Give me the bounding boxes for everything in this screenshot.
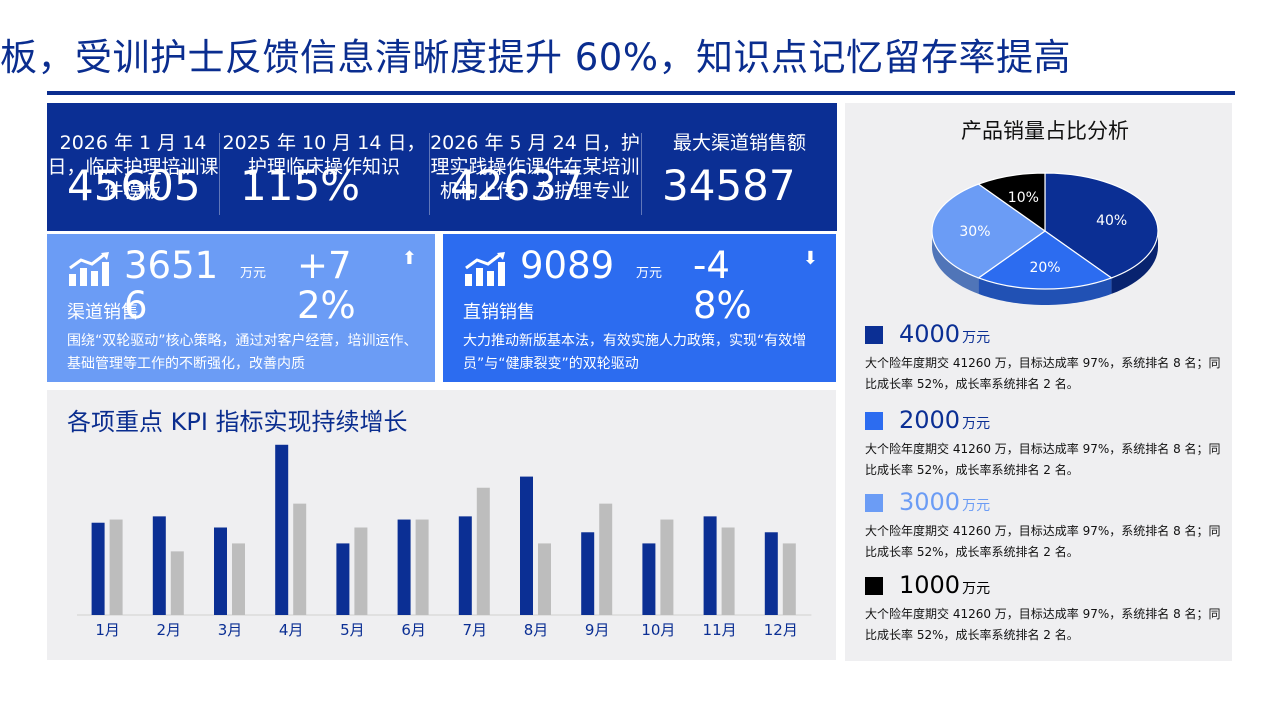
legend-value: 2000 万元 [899,406,991,434]
channel-sales-card: 36516 万元 +72% ⬆ 渠道销售 围绕“双轮驱动”核心策略，通过对客户经… [47,234,435,382]
legend-swatch [865,326,883,344]
channel-sales-label: 渠道销售 [67,302,139,323]
direct-sales-change: -48% [693,244,752,327]
channel-sales-unit: 万元 [240,266,267,281]
growth-chart-icon [69,252,109,286]
pie-slice-side [978,277,1112,305]
metric-divider [219,133,220,215]
bar-secondary [721,527,735,615]
direct-sales-unit: 万元 [636,266,663,281]
bar-primary [336,543,350,615]
growth-chart-icon [465,252,505,286]
pie-slice [1044,172,1159,279]
kpi-bar-panel: 1月 2月 3月 4月 5月 6月 7月 8月 9月 10月 11月 12月 各项重点 KPI 指标实… [47,390,836,660]
bar-secondary [782,543,796,615]
direct-sales-desc: 大力推动新版基本法，有效实施人力政策，实现“有效增员”与“健康裂变”的双轮驱动 [463,333,807,372]
legend-swatch [865,577,883,595]
metric-2-label: 2025 年 10 月 14 日，护理临床操作知识 [222,132,426,178]
bar-primary [520,476,533,615]
bar-chart-title: 各项重点 KPI 指标实现持续增长 [67,408,408,436]
x-tick-label: 8月 [524,621,549,639]
metric-1-value: 45605 [67,161,201,210]
top-metrics-band: 2026 年 1 月 14 日，临床护理培训课件模板 45605 2025 年 … [47,103,837,231]
bar-secondary [232,543,245,615]
bar-primary [764,532,778,615]
bar-secondary [293,503,307,615]
x-tick-label: 6月 [401,621,426,639]
channel-sales-value: 36516 [124,244,219,327]
bar-primary [458,516,472,615]
x-tick-label: 7月 [463,621,488,639]
bar-primary [703,516,717,615]
metric-4: 最大渠道销售额 34587 [642,103,837,231]
metric-1-label: 2026 年 1 月 14 日，临床护理培训课件模板 [47,132,219,202]
arrow-up-icon: ⬆ [401,248,417,269]
metric-2-value: 115% [240,161,361,210]
channel-sales-desc: 围绕“双轮驱动”核心策略，通过对客户经营，培训运作、基础管理等工作的不断强化，改… [67,333,418,372]
bar-secondary [170,551,184,615]
pie-slice-label: 10% [1008,190,1039,206]
pie-slice-label: 30% [959,224,990,240]
x-tick-label: 3月 [218,621,243,639]
bar-primary [275,444,289,615]
pie-chart-title: 产品销量占比分析 [961,119,1129,143]
metric-1: 2026 年 1 月 14 日，临床护理培训课件模板 45605 [47,103,219,231]
bar-secondary [660,519,674,615]
product-share-panel: 40% 20% 30% 10% 产品销量占比分析 4000 万元 大个险年度期交 412… [845,103,1232,661]
x-tick-label: 1月 [95,621,120,639]
metric-divider [641,133,642,215]
product-share-pie-chart: 40% 20% 30% 10% [931,172,1159,305]
legend-desc: 大个险年度期交 41260 万，目标达成率 97%，系统排名 8 名；同比成长率… [865,356,1221,391]
direct-sales-label: 直销销售 [463,302,535,323]
bar-primary [152,516,166,615]
bar-primary [581,532,595,615]
legend-swatch [865,494,883,512]
bar-secondary [109,519,123,615]
x-tick-label: 12月 [764,621,798,639]
bar-primary [642,543,656,615]
title-divider [47,91,1235,95]
legend-desc: 大个险年度期交 41260 万，目标达成率 97%，系统排名 8 名；同比成长率… [865,442,1221,477]
bar-primary [397,519,411,615]
x-tick-label: 4月 [279,621,304,639]
metric-3-value: 42637 [450,161,584,210]
metric-3-label: 2026 年 5 月 24 日，护理实践操作课件在某培训机构上传，为护理专业 [430,132,640,202]
x-tick-label: 10月 [641,621,675,639]
pie-slice-side [932,228,979,294]
bar-secondary [476,487,490,615]
pie-slice [977,172,1046,233]
x-tick-label: 2月 [157,621,182,639]
bar-primary [91,522,105,615]
direct-sales-card: 9089 万元 -48% ⬇ 直销销售 大力推动新版基本法，有效实施人力政策，实… [443,234,836,382]
legend-desc: 大个险年度期交 41260 万，目标达成率 97%，系统排名 8 名；同比成长率… [865,607,1221,642]
direct-sales-value: 9089 [520,244,615,287]
pie-slice [931,183,1047,279]
x-tick-label: 9月 [585,621,610,639]
metric-divider [429,133,430,215]
x-tick-label: 5月 [340,621,365,639]
metric-2: 2025 年 10 月 14 日，护理临床操作知识 115% [220,103,428,231]
legend-desc: 大个险年度期交 41260 万，目标达成率 97%，系统排名 8 名；同比成长率… [865,524,1221,559]
pie-slice-label: 40% [1096,213,1127,229]
pie-slice-label: 20% [1029,260,1060,276]
bar-primary [214,527,227,615]
legend-value: 4000 万元 [899,320,991,348]
metric-4-value: 34587 [662,161,796,210]
pie-slice-side [1111,231,1158,294]
bar-secondary [354,527,368,615]
x-tick-label: 11月 [703,621,737,639]
bar-secondary [538,543,551,615]
legend-value: 3000 万元 [899,488,991,516]
bar-secondary [599,503,613,615]
legend-swatch [865,412,883,430]
page-title: 板，受训护士反馈信息清晰度提升 60%，知识点记忆留存率提高 [0,36,1071,79]
bar-secondary [415,519,429,615]
arrow-down-icon: ⬇ [802,248,818,269]
metric-4-label: 最大渠道销售额 [672,132,806,154]
kpi-bar-chart: 1月 2月 3月 4月 5月 6月 7月 8月 9月 10月 11月 12月 [77,444,812,639]
channel-sales-change: +72% [297,244,356,327]
pie-slice [977,230,1113,290]
legend-value: 1000 万元 [899,571,991,599]
metric-3: 2026 年 5 月 24 日，护理实践操作课件在某培训机构上传，为护理专业 4… [430,103,640,231]
